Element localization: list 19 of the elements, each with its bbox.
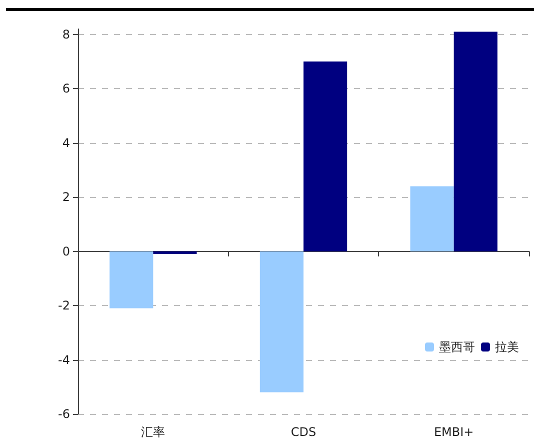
y-tick-label: 4: [62, 136, 70, 150]
x-tick-label: 汇率: [141, 425, 166, 439]
legend-label: 墨西哥: [439, 340, 475, 354]
bar: [260, 251, 304, 392]
legend-label: 拉美: [495, 340, 519, 354]
bar: [410, 186, 454, 252]
bar: [153, 251, 197, 254]
x-tick-label: CDS: [290, 425, 316, 439]
y-tick-label: 6: [62, 82, 70, 96]
y-tick-label: -6: [58, 407, 70, 421]
bar: [304, 62, 348, 252]
bar: [110, 251, 154, 308]
x-tick-label: EMBI+: [434, 425, 474, 439]
y-tick-label: -2: [58, 298, 70, 313]
y-tick-label: 0: [62, 244, 70, 258]
y-tick-label: 2: [62, 190, 70, 204]
y-tick-label: -4: [58, 352, 70, 367]
y-tick-label: 8: [62, 27, 70, 42]
bar: [454, 32, 498, 252]
